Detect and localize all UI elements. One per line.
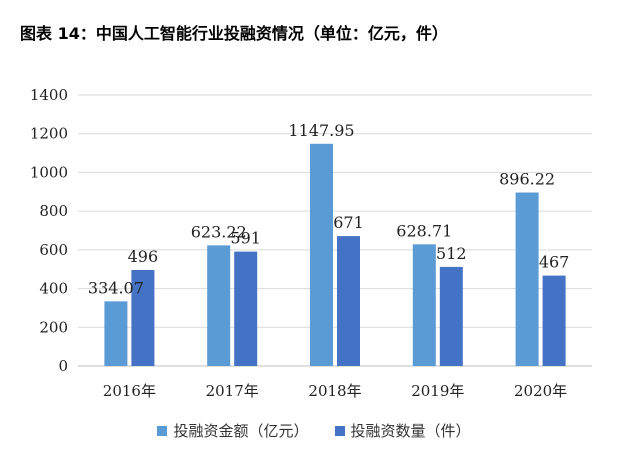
y-tick-label: 0 xyxy=(58,357,68,375)
bar-amount xyxy=(207,245,231,366)
bar-count xyxy=(234,251,258,366)
legend-swatch-amount xyxy=(157,425,168,436)
x-tick-label: 2020年 xyxy=(514,382,567,400)
chart-title: 图表 14：中国人工智能行业投融资情况（单位：亿元，件） xyxy=(20,24,448,43)
y-tick-label: 800 xyxy=(39,202,68,220)
data-label-amount: 1147.95 xyxy=(288,121,354,140)
y-tick-label: 1000 xyxy=(30,163,68,181)
bar-count xyxy=(131,269,155,366)
data-label-count: 496 xyxy=(128,247,159,266)
legend: 投融资金额（亿元） 投融资数量（件） xyxy=(0,420,628,441)
x-tick-label: 2016年 xyxy=(103,382,156,400)
y-axis: 0 200 400 600 800 1000 1200 1400 xyxy=(30,86,68,375)
bar-amount xyxy=(515,192,539,366)
x-tick-label: 2019年 xyxy=(411,382,464,400)
data-label-count: 512 xyxy=(436,244,467,263)
bar-chart: 0 200 400 600 800 1000 1200 1400 334.07 496 623.2… xyxy=(30,86,592,400)
data-label-amount: 628.71 xyxy=(396,221,452,240)
x-tick-label: 2017年 xyxy=(206,382,259,400)
data-label-count: 591 xyxy=(230,229,261,248)
y-tick-label: 600 xyxy=(39,241,68,259)
legend-label-amount: 投融资金额（亿元） xyxy=(173,422,309,440)
bars xyxy=(104,143,566,366)
bar-amount xyxy=(310,143,333,366)
legend-item-amount: 投融资金额（亿元） xyxy=(157,420,309,441)
legend-swatch-count xyxy=(334,425,345,436)
y-tick-label: 1200 xyxy=(30,125,68,143)
y-tick-label: 1400 xyxy=(30,86,68,104)
bar-count xyxy=(337,236,360,366)
bar-amount xyxy=(104,301,128,366)
x-axis: 2016年 2017年 2018年 2019年 2020年 xyxy=(103,382,567,400)
legend-label-count: 投融资数量（件） xyxy=(350,422,471,440)
y-tick-label: 200 xyxy=(39,318,68,336)
data-label-amount: 334.07 xyxy=(88,278,144,297)
y-tick-label: 400 xyxy=(39,280,68,298)
legend-item-count: 投融资数量（件） xyxy=(334,420,471,441)
data-label-count: 467 xyxy=(539,253,570,272)
data-label-amount: 623.22 xyxy=(191,222,247,241)
data-label-amount: 896.22 xyxy=(499,170,555,189)
bar-amount xyxy=(412,244,436,366)
gridlines xyxy=(78,94,592,367)
bar-count xyxy=(439,266,463,366)
x-tick-label: 2018年 xyxy=(308,382,361,400)
data-label-count: 671 xyxy=(333,213,364,232)
bar-count xyxy=(542,275,566,366)
